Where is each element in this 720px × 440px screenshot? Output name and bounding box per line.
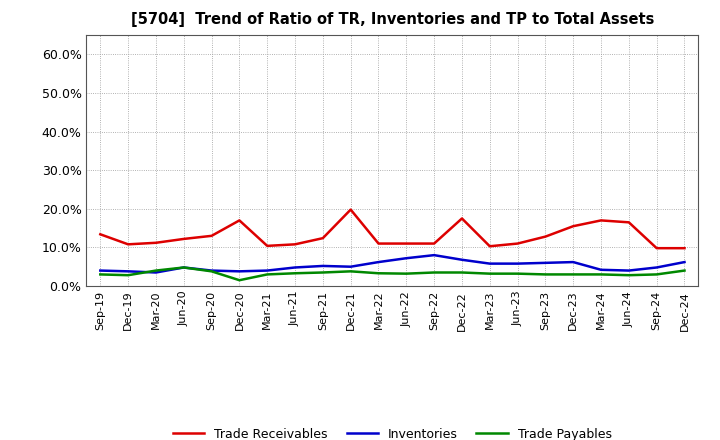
Inventories [152,270,161,275]
Inventories [374,260,383,265]
Inventories [96,268,104,273]
Inventories [485,261,494,266]
Trade Payables [569,272,577,277]
Trade Receivables [513,241,522,246]
Trade Payables [402,271,410,276]
Trade Payables [152,268,161,273]
Title: [5704]  Trend of Ratio of TR, Inventories and TP to Total Assets: [5704] Trend of Ratio of TR, Inventories… [131,12,654,27]
Inventories [291,265,300,270]
Inventories [179,265,188,270]
Trade Receivables [346,207,355,212]
Trade Payables [291,271,300,276]
Legend: Trade Receivables, Inventories, Trade Payables: Trade Receivables, Inventories, Trade Pa… [168,423,617,440]
Inventories [402,256,410,261]
Trade Payables [624,272,633,278]
Trade Payables [541,272,550,277]
Trade Payables [346,269,355,274]
Trade Receivables [485,244,494,249]
Trade Receivables [374,241,383,246]
Trade Receivables [402,241,410,246]
Trade Receivables [179,236,188,242]
Trade Payables [374,271,383,276]
Trade Payables [597,272,606,277]
Inventories [346,264,355,269]
Trade Receivables [430,241,438,246]
Trade Receivables [152,240,161,246]
Inventories [207,268,216,273]
Inventories [541,260,550,265]
Inventories [680,260,689,265]
Trade Receivables [458,216,467,221]
Inventories [235,269,243,274]
Inventories [124,269,132,274]
Trade Receivables [235,218,243,223]
Line: Inventories: Inventories [100,255,685,272]
Trade Payables [96,272,104,277]
Trade Payables [680,268,689,273]
Trade Receivables [263,243,271,249]
Trade Payables [652,272,661,277]
Inventories [263,268,271,273]
Trade Receivables [291,242,300,247]
Trade Receivables [124,242,132,247]
Trade Payables [179,265,188,270]
Trade Receivables [624,220,633,225]
Trade Payables [235,278,243,283]
Trade Payables [513,271,522,276]
Trade Receivables [96,231,104,237]
Inventories [318,263,327,268]
Inventories [652,265,661,270]
Trade Payables [263,272,271,277]
Trade Payables [458,270,467,275]
Trade Receivables [652,246,661,251]
Trade Payables [124,272,132,278]
Trade Receivables [680,246,689,251]
Trade Payables [207,269,216,274]
Trade Receivables [207,233,216,238]
Trade Receivables [318,235,327,241]
Trade Payables [318,270,327,275]
Inventories [597,267,606,272]
Inventories [569,260,577,265]
Trade Receivables [597,218,606,223]
Trade Receivables [569,224,577,229]
Line: Trade Payables: Trade Payables [100,268,685,280]
Trade Payables [430,270,438,275]
Trade Payables [485,271,494,276]
Inventories [624,268,633,273]
Inventories [513,261,522,266]
Inventories [430,253,438,258]
Trade Receivables [541,234,550,239]
Inventories [458,257,467,262]
Line: Trade Receivables: Trade Receivables [100,209,685,248]
